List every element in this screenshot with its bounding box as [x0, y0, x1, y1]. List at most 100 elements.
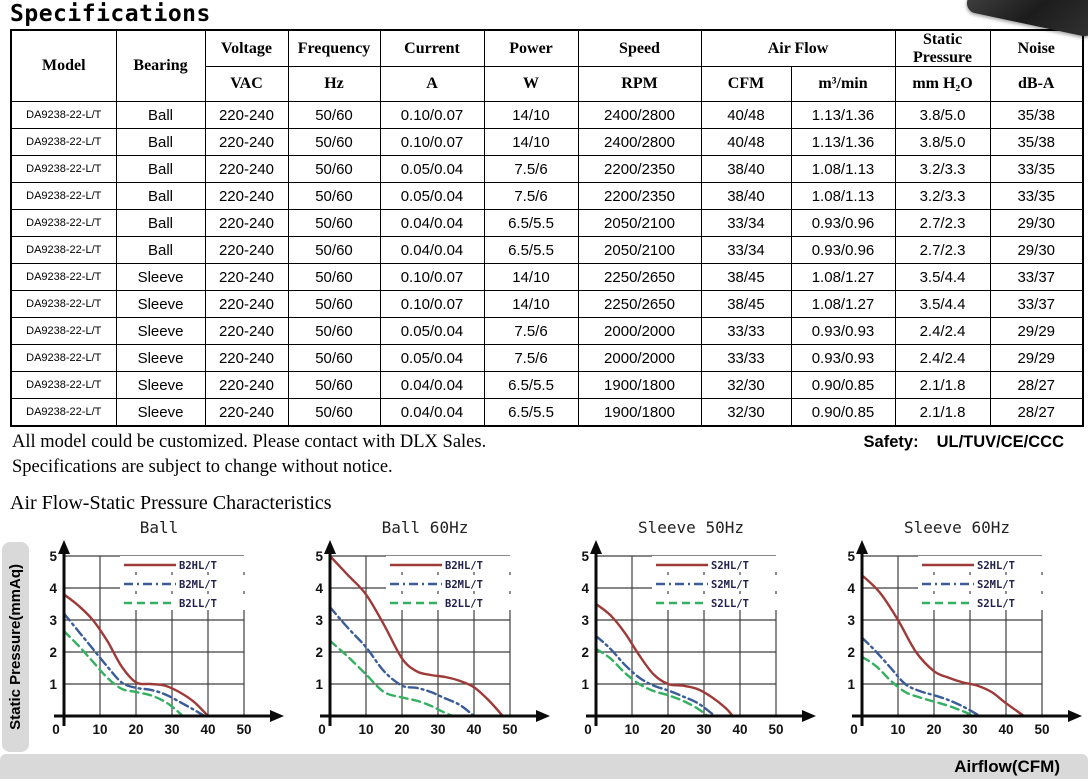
y-tick-label: 4	[49, 581, 57, 596]
cell-airflow-cfm: 40/48	[700, 101, 792, 130]
cell-bearing: Ball	[115, 236, 206, 265]
safety-label: Safety:	[863, 433, 919, 452]
cell-airflow-cfm: 38/45	[700, 290, 792, 319]
cell-noise: 28/27	[989, 371, 1084, 400]
cell-noise: 35/38	[989, 128, 1084, 157]
x-tick-label: 20	[660, 722, 675, 737]
cell-voltage: 220-240	[204, 101, 289, 130]
y-tick-label: 5	[49, 549, 57, 564]
header-current: Current	[379, 29, 485, 68]
cell-speed: 2400/2800	[577, 128, 702, 157]
cell-airflow-cfm: 33/34	[700, 236, 792, 265]
cell-frequency: 50/60	[287, 128, 381, 157]
cell-power: 7.5/6	[483, 155, 579, 184]
cell-static-pressure: 2.7/2.3	[894, 209, 991, 238]
x-tick-label: 10	[92, 722, 107, 737]
y-tick-label: 1	[315, 677, 323, 692]
cell-voltage: 220-240	[204, 155, 289, 184]
cell-speed: 1900/1800	[577, 371, 702, 400]
cell-power: 14/10	[483, 263, 579, 292]
x-tick-label: 10	[624, 722, 639, 737]
x-tick-label: 40	[200, 722, 215, 737]
cell-voltage: 220-240	[204, 371, 289, 400]
y-axis-arrow	[324, 540, 336, 555]
cell-airflow-m3: 1.13/1.36	[790, 128, 896, 157]
series-path	[860, 574, 1026, 718]
cell-bearing: Sleeve	[115, 371, 206, 400]
header-power: Power	[483, 29, 579, 68]
cell-frequency: 50/60	[287, 155, 381, 184]
cell-airflow-m3: 1.08/1.27	[790, 263, 896, 292]
cell-airflow-cfm: 32/30	[700, 398, 792, 427]
x-tick-label: 0	[52, 722, 60, 737]
cell-current: 0.05/0.04	[379, 344, 485, 373]
cell-airflow-cfm: 40/48	[700, 128, 792, 157]
unit-static-pressure: mm H₂O	[894, 66, 991, 103]
y-tick-label: 4	[581, 581, 589, 596]
x-axis-arrow	[1068, 710, 1082, 723]
cell-model: DA9238-22-L/T	[10, 398, 117, 427]
header-frequency: Frequency	[287, 29, 381, 68]
cell-speed: 2050/2100	[577, 236, 702, 265]
chart-sleeve-60hz: Sleeve 60Hz S2HL/T S2ML/T S2LL/T 0 10 20 30 40 50…	[828, 518, 1086, 757]
cell-model: DA9238-22-L/T	[10, 101, 117, 130]
header-voltage: Voltage	[204, 29, 289, 68]
cell-frequency: 50/60	[287, 290, 381, 319]
legend-label: B2LL/T	[445, 598, 483, 610]
cell-static-pressure: 3.2/3.3	[894, 155, 991, 184]
cell-current: 0.04/0.04	[379, 236, 485, 265]
legend-background	[120, 556, 246, 573]
chart-ball-50hz: Ball B2HL/T B2ML/T B2LL/T 0 10 20 30 40 50 1 2 3 4 5	[30, 518, 288, 757]
cell-noise: 28/27	[989, 398, 1084, 427]
cell-bearing: Sleeve	[115, 263, 206, 292]
y-tick-label: 2	[847, 645, 855, 660]
cell-model: DA9238-22-L/T	[10, 128, 117, 157]
legend-background	[386, 575, 512, 592]
notes: All model could be customized. Please co…	[12, 430, 486, 480]
x-tick-label: 20	[926, 722, 941, 737]
cell-static-pressure: 3.8/5.0	[894, 101, 991, 130]
table-row: DA9238-22-L/T Ball 220-240 50/60 0.05/0.04 7.…	[10, 182, 1084, 211]
cell-speed: 1900/1800	[577, 398, 702, 427]
series-path	[594, 634, 716, 718]
cell-airflow-m3: 1.13/1.36	[790, 101, 896, 130]
cell-bearing: Ball	[115, 101, 206, 130]
y-tick-label: 5	[581, 549, 589, 564]
x-tick-label: 50	[236, 722, 251, 737]
cell-model: DA9238-22-L/T	[10, 209, 117, 238]
x-axis-label: Airflow(CFM)	[954, 757, 1060, 777]
notes-row: All model could be customized. Please co…	[0, 427, 1088, 480]
legend-label: S2HL/T	[711, 560, 749, 572]
table-row: DA9238-22-L/T Sleeve 220-240 50/60 0.04/0.04…	[10, 371, 1084, 400]
y-tick-label: 3	[315, 613, 323, 628]
table-row: DA9238-22-L/T Sleeve 220-240 50/60 0.04/0.04…	[10, 398, 1084, 427]
cell-noise: 29/29	[989, 317, 1084, 346]
unit-airflow-m3: m³/min	[790, 66, 896, 103]
legend-background	[918, 556, 1044, 573]
table-row: DA9238-22-L/T Sleeve 220-240 50/60 0.10/0.07…	[10, 263, 1084, 292]
cell-power: 6.5/5.5	[483, 236, 579, 265]
page-title: Specifications	[10, 1, 211, 27]
cell-current: 0.04/0.04	[379, 398, 485, 427]
y-tick-label: 3	[581, 613, 589, 628]
cell-airflow-m3: 1.08/1.27	[790, 290, 896, 319]
legend-background	[120, 575, 246, 592]
cell-voltage: 220-240	[204, 263, 289, 292]
legend-label: S2HL/T	[977, 560, 1015, 572]
table-row: DA9238-22-L/T Sleeve 220-240 50/60 0.05/0.04…	[10, 317, 1084, 346]
cell-static-pressure: 3.8/5.0	[894, 128, 991, 157]
cell-speed: 2200/2350	[577, 182, 702, 211]
safety-note: Safety: UL/TUV/CE/CCC	[864, 430, 1064, 452]
cell-airflow-cfm: 38/40	[700, 155, 792, 184]
legend-label: S2ML/T	[711, 579, 749, 591]
cell-model: DA9238-22-L/T	[10, 317, 117, 346]
y-tick-label: 5	[315, 549, 323, 564]
cell-static-pressure: 2.4/2.4	[894, 344, 991, 373]
cell-model: DA9238-22-L/T	[10, 155, 117, 184]
cell-frequency: 50/60	[287, 371, 381, 400]
legend-label: B2LL/T	[179, 598, 217, 610]
cell-power: 14/10	[483, 101, 579, 130]
series-path	[328, 639, 454, 718]
cell-model: DA9238-22-L/T	[10, 263, 117, 292]
